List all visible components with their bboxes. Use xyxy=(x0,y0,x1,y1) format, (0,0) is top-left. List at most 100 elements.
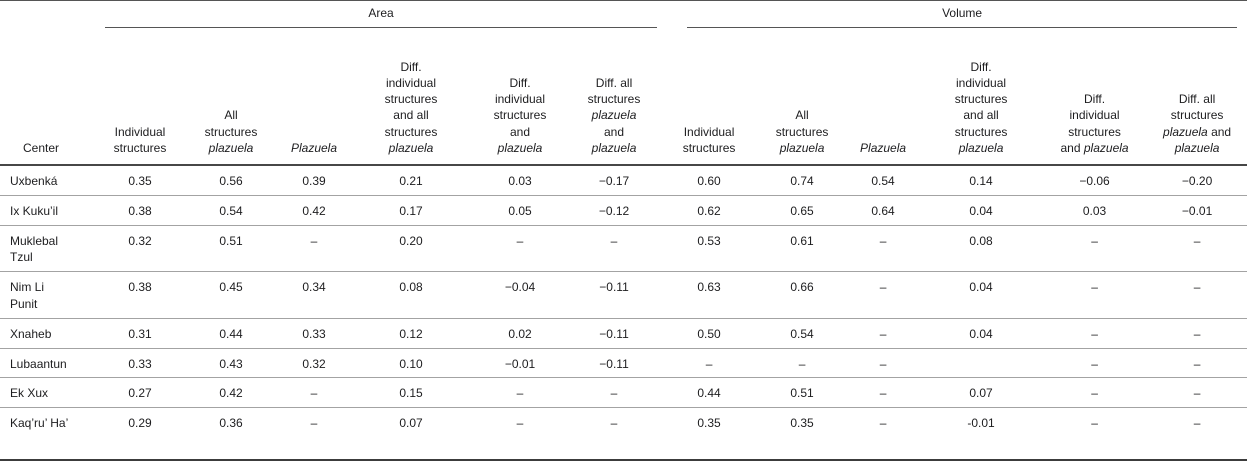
value-cell-volume-2: – xyxy=(846,348,921,379)
table-header: Area Volume Center Individual structures… xyxy=(0,1,1247,166)
value-cell-volume-2: 0.54 xyxy=(846,165,921,196)
value-cell-area-2: 0.34 xyxy=(278,271,350,319)
value-cell-area-1: 0.56 xyxy=(184,165,278,196)
value-cell-area-0: 0.31 xyxy=(96,318,184,349)
value-cell-volume-3: 0.08 xyxy=(920,225,1043,273)
value-cell-volume-2: – xyxy=(879,416,887,431)
value-cell-area-5: – xyxy=(568,225,661,273)
row-label: Ek Xux xyxy=(0,377,96,409)
value-cell-area-2: – xyxy=(278,377,350,409)
value-cell-area-4: 0.03 xyxy=(472,165,568,196)
value-cell-volume-1: 0.35 xyxy=(790,416,814,431)
table-row: Uxbenká 0.35 0.56 0.39 0.21 0.03 −0.17 0.60 0.74… xyxy=(0,165,1247,196)
value-cell-volume-5: – xyxy=(1147,377,1247,409)
volume-spanner-rule: Volume xyxy=(687,6,1238,28)
value-cell-area-1: 0.44 xyxy=(184,318,278,349)
value-cell-area-3: 0.12 xyxy=(350,318,472,349)
value-cell-area-4: 0.05 xyxy=(472,195,568,226)
value-cell-volume-1: 0.51 xyxy=(758,377,847,409)
value-cell-volume-2: – xyxy=(846,225,921,273)
column-header-volume-5: Diff. all structures plazuela and plazue… xyxy=(1147,28,1247,166)
value-cell-volume-4: – xyxy=(1042,225,1148,273)
value-cell-volume-3: 0.14 xyxy=(920,165,1043,196)
value-cell-area-1: 0.45 xyxy=(184,271,278,319)
row-label: Ix Kuku’il xyxy=(0,195,96,226)
value-cell-volume-5: – xyxy=(1147,318,1247,349)
table-row: Ek Xux 0.27 0.42–0.15– –0.44 0.51–0.07– – xyxy=(0,377,1247,409)
value-cell-area-5: −0.12 xyxy=(568,195,661,226)
column-header-area-2: Plazuela xyxy=(278,28,350,166)
value-cell-area-3: 0.21 xyxy=(350,165,472,196)
area-spanner-rule: Area xyxy=(105,6,658,28)
value-cell-volume-0: – xyxy=(660,348,759,379)
value-cell-area-0: 0.29 xyxy=(128,416,152,431)
table-row: Lubaantun 0.33 0.43 0.32 0.10 −0.01 −0.11– – – – – xyxy=(0,348,1247,379)
value-cell-area-0: 0.35 xyxy=(96,165,184,196)
table-body: Uxbenká 0.35 0.56 0.39 0.21 0.03 −0.17 0.60 0.74… xyxy=(0,165,1247,460)
value-cell-area-0: 0.33 xyxy=(96,348,184,379)
row-label: Lubaantun xyxy=(0,348,96,379)
column-header-volume-3: Diff. individual structures and all stru… xyxy=(920,28,1043,166)
value-cell-area-3: 0.20 xyxy=(350,225,472,273)
value-cell-area-3: 0.08 xyxy=(350,271,472,319)
value-cell-volume-4: – xyxy=(1042,318,1148,349)
value-cell-area-4: – xyxy=(472,225,568,273)
group-header-volume: Volume xyxy=(660,1,1247,28)
corner-cell xyxy=(0,1,96,29)
value-cell-area-2: – xyxy=(310,416,318,431)
value-cell-area-4: −0.01 xyxy=(472,348,568,379)
value-cell-volume-2: – xyxy=(846,377,921,409)
value-cell-volume-4: – xyxy=(1091,416,1098,431)
value-cell-area-5: – xyxy=(568,377,661,409)
value-cell-area-5: −0.11 xyxy=(568,271,661,319)
value-cell-volume-3: 0.04 xyxy=(920,195,1043,226)
group-label-volume: Volume xyxy=(942,6,983,20)
value-cell-area-4: – xyxy=(516,416,524,431)
value-cell-volume-5: – xyxy=(1147,271,1247,319)
column-header-volume-2: Plazuela xyxy=(846,28,921,166)
value-cell-area-0: 0.27 xyxy=(96,377,184,409)
value-cell-area-3: 0.07 xyxy=(399,416,423,431)
value-cell-volume-0: 0.60 xyxy=(660,165,759,196)
group-header-row: Area Volume xyxy=(0,1,1247,29)
table-row: Kaq’ru’ Ha’ 0.29 0.36 – 0.07 – – 0.35 0.35 – -0.01… xyxy=(0,408,1247,460)
value-cell-volume-2: 0.64 xyxy=(846,195,921,226)
value-cell-area-0: 0.38 xyxy=(96,271,184,319)
value-cell-area-2: 0.33 xyxy=(278,318,350,349)
column-header-row: Center Individual structures All structur… xyxy=(0,28,1247,166)
table-row: Nim Li Punit 0.38 0.45 0.34 0.08 −0.04 −0.11 0.… xyxy=(0,271,1247,319)
value-cell-area-5: −0.11 xyxy=(568,318,661,349)
value-cell-volume-1: – xyxy=(758,348,847,379)
row-label: Kaq’ru’ Ha’ xyxy=(10,416,69,431)
value-cell-volume-3: 0.04 xyxy=(920,271,1043,319)
value-cell-area-0: 0.38 xyxy=(96,195,184,226)
value-cell-volume-1: 0.65 xyxy=(758,195,847,226)
value-cell-volume-5: – xyxy=(1193,416,1201,431)
value-cell-volume-5: – xyxy=(1147,225,1247,273)
value-cell-volume-5: – xyxy=(1147,348,1247,379)
column-header-center: Center xyxy=(0,28,96,166)
value-cell-volume-5: −0.20 xyxy=(1147,165,1247,196)
value-cell-area-1: 0.36 xyxy=(219,416,243,431)
group-header-area: Area xyxy=(96,1,660,28)
table-row: Xnaheb 0.31 0.44 0.33 0.12 0.02 −0.11 0.50 0.54–… xyxy=(0,318,1247,349)
column-header-area-1: All structures plazuela xyxy=(184,28,278,166)
value-cell-area-5: −0.11 xyxy=(568,348,661,379)
value-cell-volume-0: 0.53 xyxy=(660,225,759,273)
column-header-volume-1: All structures plazuela xyxy=(758,28,847,166)
value-cell-volume-0: 0.50 xyxy=(660,318,759,349)
value-cell-area-4: 0.02 xyxy=(472,318,568,349)
value-cell-area-1: 0.42 xyxy=(184,377,278,409)
value-cell-volume-3: 0.04 xyxy=(920,318,1043,349)
column-header-area-5: Diff. all structures plazuela and plazue… xyxy=(568,28,661,166)
value-cell-area-4: – xyxy=(472,377,568,409)
value-cell-area-5: – xyxy=(610,416,618,431)
value-cell-area-3: 0.17 xyxy=(350,195,472,226)
table-row: Ix Kuku’il 0.38 0.54 0.42 0.17 0.05 −0.12 0.62 0… xyxy=(0,195,1247,226)
row-label: Muklebal Tzul xyxy=(0,225,96,273)
row-label: Uxbenká xyxy=(0,165,96,196)
value-cell-area-1: 0.43 xyxy=(184,348,278,379)
value-cell-volume-4: – xyxy=(1042,377,1148,409)
